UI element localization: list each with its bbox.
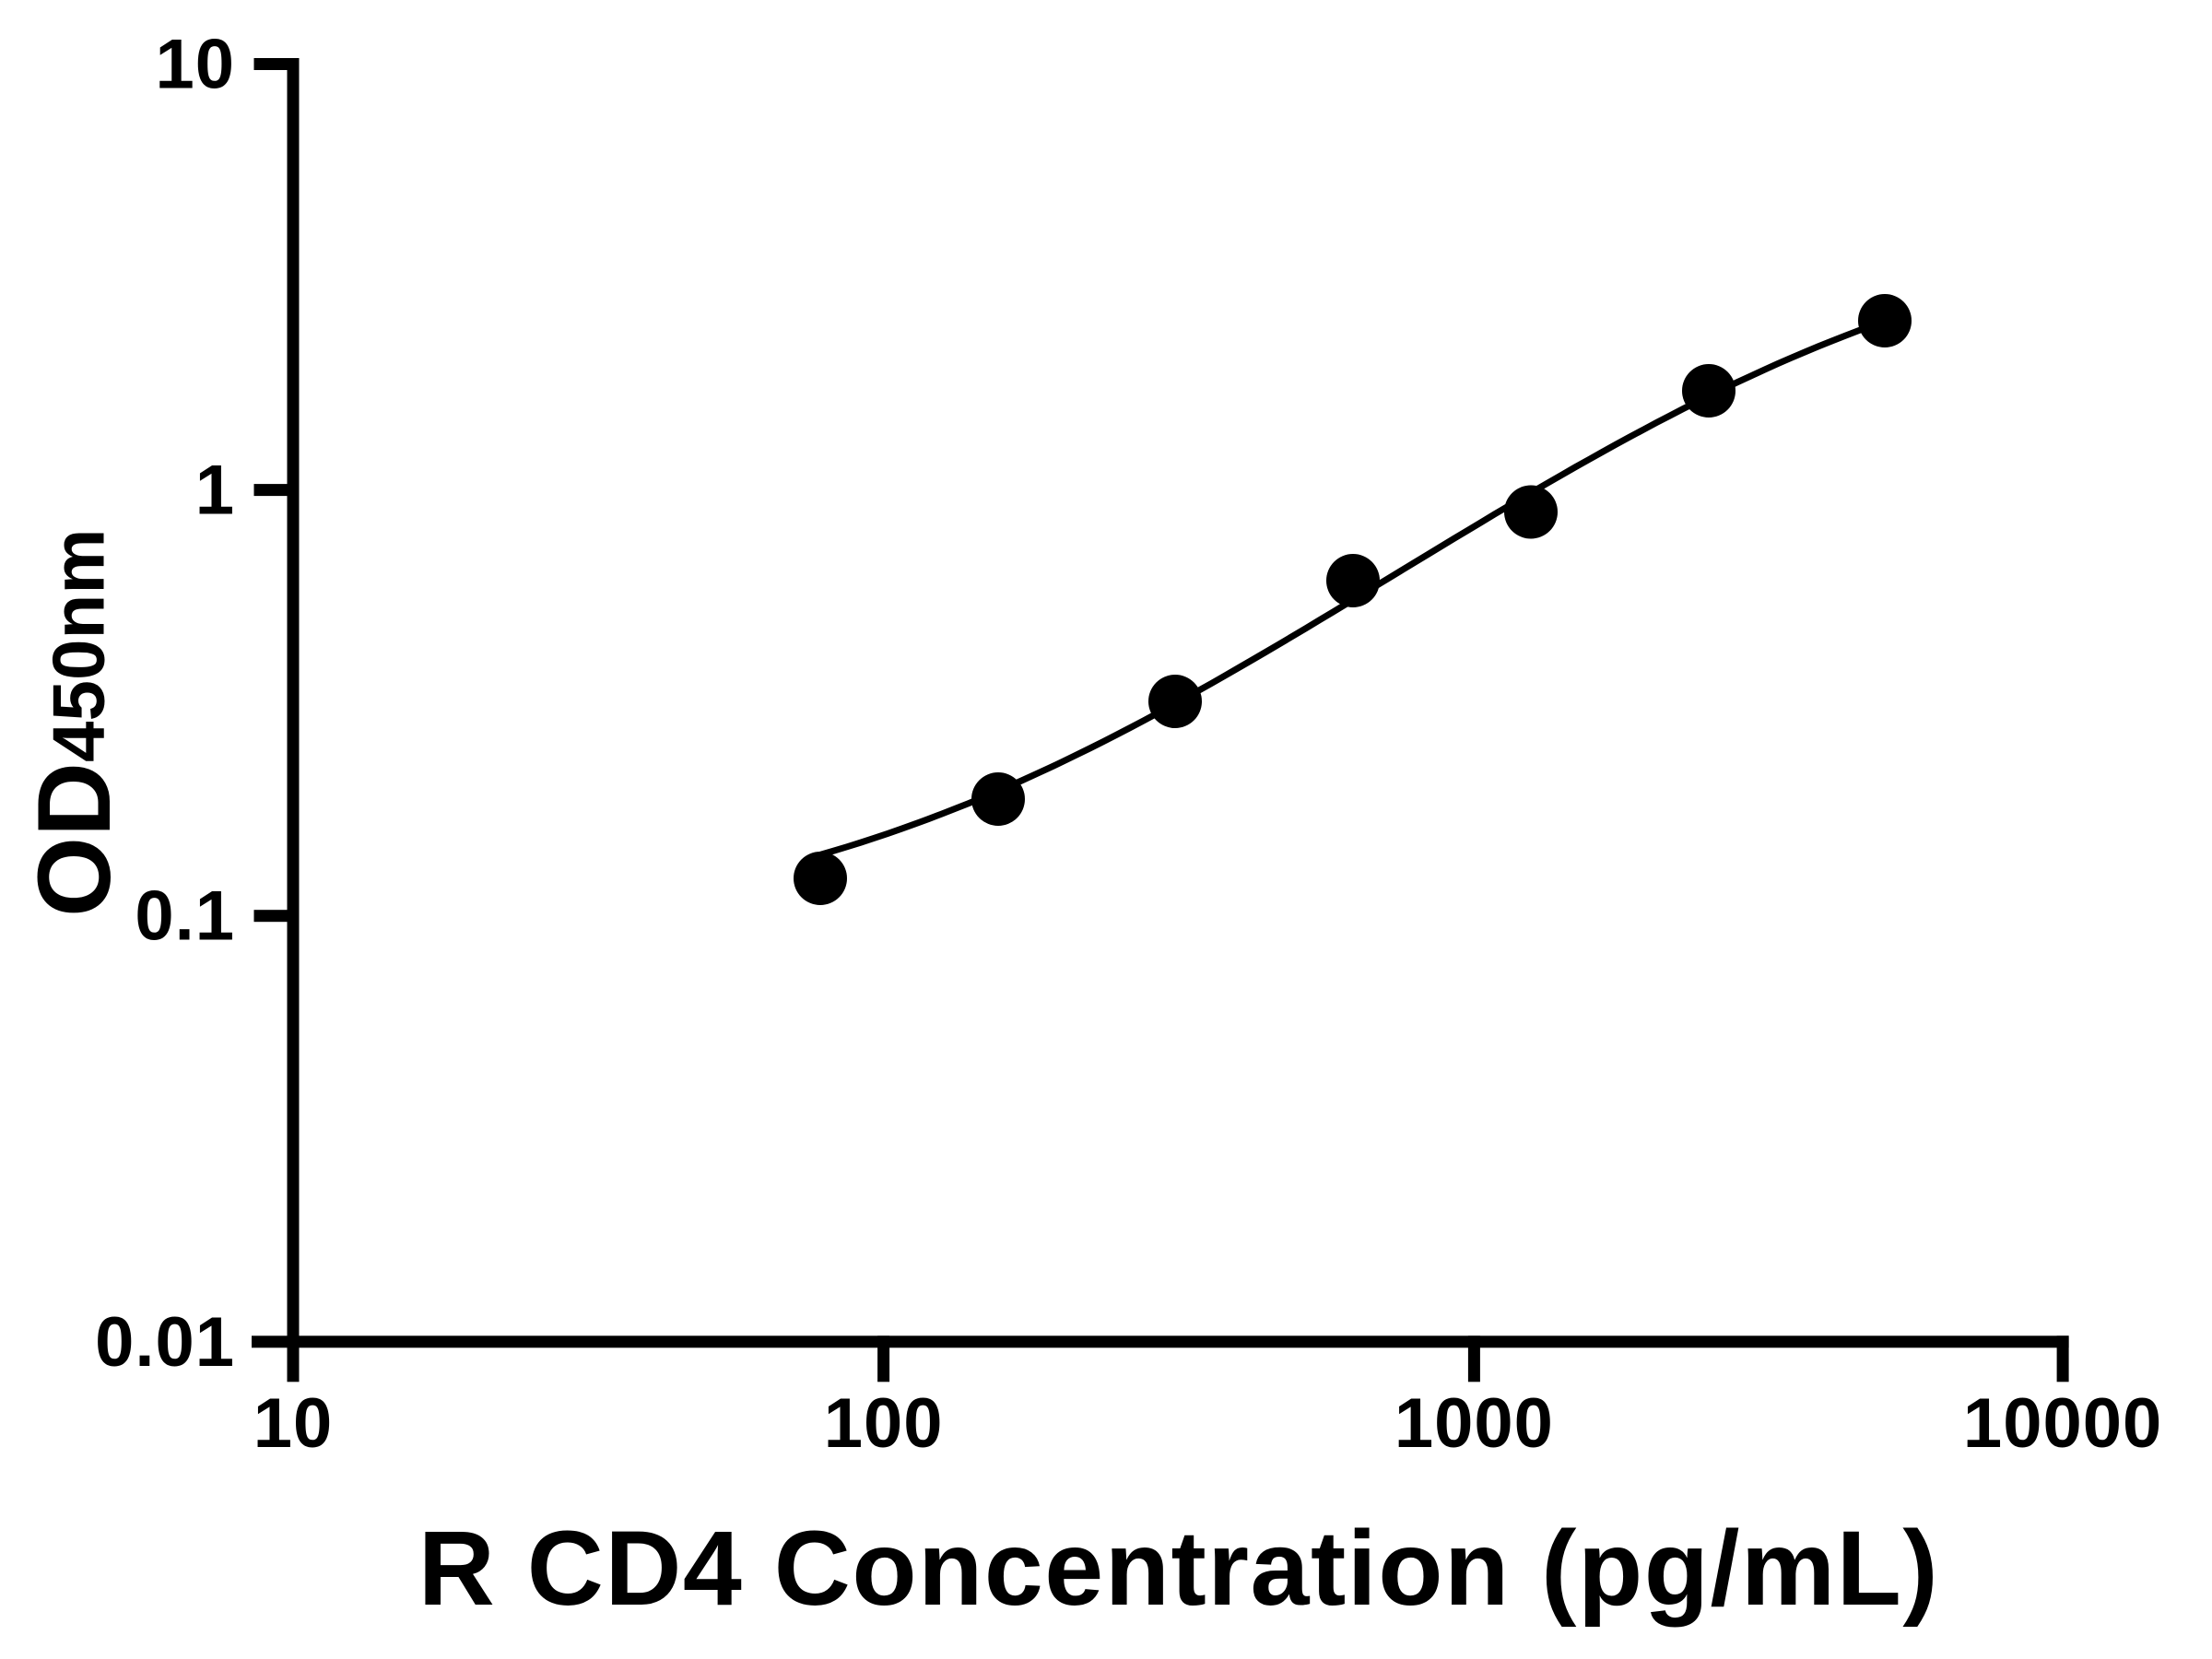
svg-text:10: 10 — [155, 26, 235, 104]
svg-text:0.1: 0.1 — [135, 877, 235, 956]
svg-text:100: 100 — [824, 1384, 944, 1463]
svg-text:1: 1 — [195, 452, 235, 530]
svg-text:10000: 10000 — [1963, 1384, 2162, 1463]
svg-text:R CD4 Concentration (pg/mL): R CD4 Concentration (pg/mL) — [418, 1510, 1939, 1628]
svg-text:0.01: 0.01 — [95, 1303, 235, 1382]
svg-text:10: 10 — [253, 1384, 334, 1463]
svg-text:1000: 1000 — [1394, 1384, 1554, 1463]
